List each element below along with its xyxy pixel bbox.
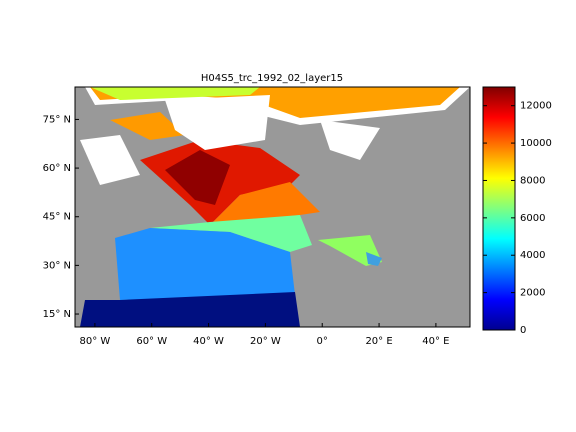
ocean-field bbox=[318, 235, 382, 266]
y-tick-label: 15° N bbox=[43, 309, 71, 320]
y-tick-label: 45° N bbox=[43, 212, 71, 223]
ice-nodata bbox=[80, 135, 140, 185]
x-tick-label: 40° E bbox=[422, 336, 449, 347]
ocean-field bbox=[90, 87, 260, 100]
x-tick-label: 60° W bbox=[136, 336, 167, 347]
colorbar-tick-label: 0 bbox=[520, 325, 526, 336]
x-tick-label: 0° bbox=[317, 336, 328, 347]
colorbar-tick-label: 12000 bbox=[520, 101, 552, 112]
map-field bbox=[75, 87, 470, 327]
axes-frame bbox=[74, 86, 471, 328]
colorbar-tick-label: 6000 bbox=[520, 213, 545, 224]
x-tick-label: 20° E bbox=[365, 336, 392, 347]
colorbar-tick-label: 2000 bbox=[520, 288, 545, 299]
y-tick-label: 75° N bbox=[43, 114, 71, 125]
y-tick-label: 60° N bbox=[43, 163, 71, 174]
chart-title: H04S5_trc_1992_02_layer15 bbox=[201, 73, 343, 84]
colorbar-tick-label: 4000 bbox=[520, 250, 545, 261]
x-tick-label: 20° W bbox=[250, 336, 281, 347]
colorbar bbox=[482, 86, 516, 331]
colorbar-tick-label: 8000 bbox=[520, 175, 545, 186]
ocean-field bbox=[80, 292, 300, 327]
x-tick-label: 40° W bbox=[193, 336, 224, 347]
x-tick-label: 80° W bbox=[79, 336, 110, 347]
ice-nodata bbox=[320, 120, 380, 160]
ocean-field bbox=[165, 150, 230, 205]
ice-nodata bbox=[165, 95, 270, 150]
ocean-field bbox=[210, 182, 320, 225]
y-tick-label: 30° N bbox=[43, 260, 71, 271]
colorbar-tick-label: 10000 bbox=[520, 138, 552, 149]
ocean-field bbox=[110, 112, 185, 140]
ocean-field bbox=[366, 252, 382, 266]
ocean-field bbox=[115, 228, 295, 300]
ocean-field bbox=[150, 215, 312, 252]
